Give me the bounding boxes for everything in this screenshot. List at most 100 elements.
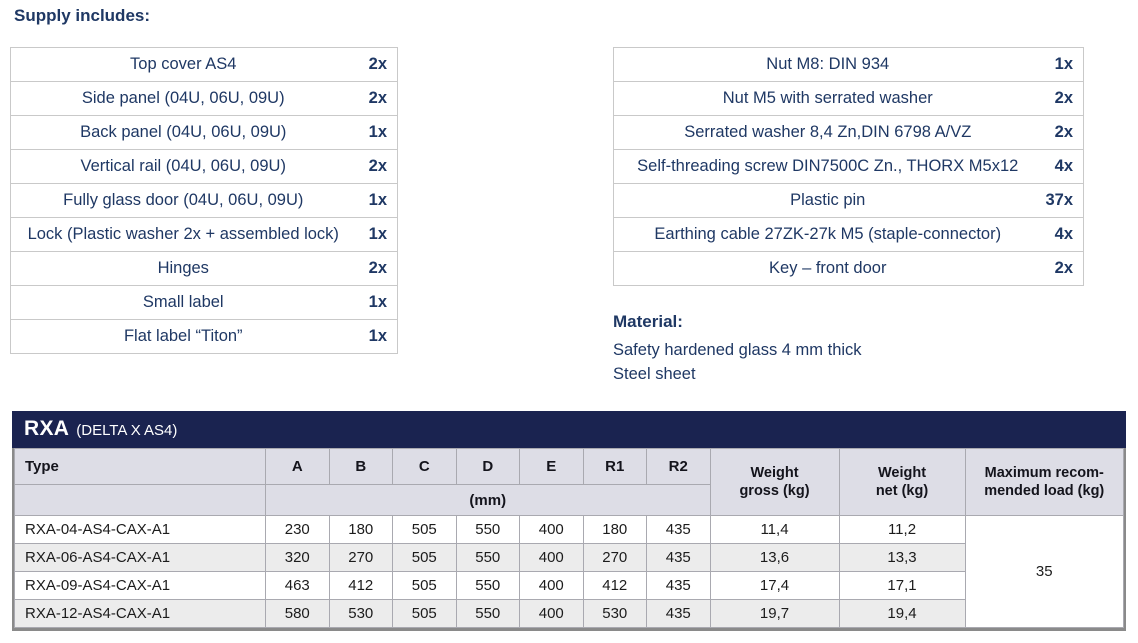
supply-item-row: Back panel (04U, 06U, 09U) 1x — [10, 115, 398, 150]
item-label: Serrated washer 8,4 Zn,DIN 6798 A/VZ — [613, 115, 1040, 150]
cell-b: 180 — [328, 515, 393, 544]
cell-weight-net: 19,4 — [838, 599, 966, 628]
item-qty: 1x — [353, 319, 398, 354]
cell-d: 550 — [455, 571, 520, 600]
cell-type: RXA-06-AS4-CAX-A1 — [14, 543, 266, 572]
cell-d: 550 — [455, 515, 520, 544]
item-qty: 2x — [353, 251, 398, 286]
cell-c: 505 — [392, 543, 457, 572]
item-label: Nut M8: DIN 934 — [766, 55, 890, 73]
cell-e: 400 — [519, 599, 584, 628]
col-header-max-load: Maximum recom- mended load (kg) — [964, 448, 1124, 516]
item-qty: 2x — [1039, 251, 1084, 286]
col-header-e: E — [519, 448, 584, 485]
cell-type: RXA-09-AS4-CAX-A1 — [14, 571, 266, 600]
item-label: Earthing cable 27ZK-27k M5 (staple-conne… — [613, 217, 1040, 252]
cell-r2: 435 — [646, 599, 711, 628]
col-header-r2: R2 — [646, 448, 711, 485]
material-section: Material: Safety hardened glass 4 mm thi… — [613, 312, 862, 386]
supply-table-right: Nut M8: DIN 934 1x Nut M5 with serrated … — [613, 47, 1084, 286]
spec-subtitle: (DELTA X AS4) — [76, 422, 178, 439]
supply-includes-heading: Supply includes: — [14, 6, 151, 25]
item-qty: 1x — [353, 115, 398, 150]
item-label: Key – front door — [613, 251, 1040, 286]
cell-b: 412 — [328, 571, 393, 600]
item-label: Small label — [10, 285, 354, 320]
cell-r2: 435 — [646, 543, 711, 572]
col-header-r1: R1 — [582, 448, 647, 485]
item-label: Flat label “Titon” — [10, 319, 354, 354]
item-qty: 2x — [368, 55, 387, 73]
empty-header-cell — [14, 484, 266, 516]
cell-weight-net: 11,2 — [838, 515, 966, 544]
cell-r1: 530 — [582, 599, 647, 628]
item-label: Plastic pin — [613, 183, 1040, 218]
spec-row: RXA-04-AS4-CAX-A1 230 180 505 550 400 18… — [14, 515, 1124, 628]
cell-weight-gross: 13,6 — [709, 543, 840, 572]
cell-type: RXA-12-AS4-CAX-A1 — [14, 599, 266, 628]
item-qty: 2x — [1039, 81, 1084, 116]
cell-type: RXA-04-AS4-CAX-A1 — [14, 515, 266, 544]
spec-header-row: Type A B C D E R1 R2 Weight gross (kg) W… — [14, 448, 1124, 516]
supply-item-row: Key – front door 2x — [613, 251, 1084, 286]
item-qty: 4x — [1039, 149, 1084, 184]
item-label: Nut M5 with serrated washer — [613, 81, 1040, 116]
spec-row: RXA-12-AS4-CAX-A1 580 530 505 550 400 53… — [14, 599, 1124, 628]
supply-item-row: Top cover AS4 2x — [11, 48, 398, 82]
supply-item-row: Vertical rail (04U, 06U, 09U) 2x — [10, 149, 398, 184]
cell-d: 550 — [455, 543, 520, 572]
supply-item-row: Earthing cable 27ZK-27k M5 (staple-conne… — [613, 217, 1084, 252]
cell-c: 505 — [392, 599, 457, 628]
item-qty: 2x — [353, 149, 398, 184]
cell-r1: 270 — [582, 543, 647, 572]
supply-item-row: Small label 1x — [10, 285, 398, 320]
cell-r2: 435 — [646, 515, 711, 544]
cell-e: 400 — [519, 571, 584, 600]
item-label: Back panel (04U, 06U, 09U) — [10, 115, 354, 150]
item-label: Self-threading screw DIN7500C Zn., THORX… — [613, 149, 1040, 184]
col-header-weight-net: Weight net (kg) — [838, 448, 966, 516]
cell-b: 270 — [328, 543, 393, 572]
supply-item-row: Lock (Plastic washer 2x + assembled lock… — [10, 217, 398, 252]
cell-weight-net: 17,1 — [838, 571, 966, 600]
cell-c: 505 — [392, 571, 457, 600]
supply-item-row: Self-threading screw DIN7500C Zn., THORX… — [613, 149, 1084, 184]
cell-c: 505 — [392, 515, 457, 544]
item-label: Top cover AS4 — [130, 55, 237, 73]
item-qty: 1x — [353, 217, 398, 252]
cell-d: 550 — [455, 599, 520, 628]
cell-weight-gross: 17,4 — [709, 571, 840, 600]
supply-item-row: Serrated washer 8,4 Zn,DIN 6798 A/VZ 2x — [613, 115, 1084, 150]
item-label: Vertical rail (04U, 06U, 09U) — [10, 149, 354, 184]
cell-weight-gross: 19,7 — [709, 599, 840, 628]
material-heading: Material: — [613, 312, 683, 331]
item-label: Lock (Plastic washer 2x + assembled lock… — [10, 217, 354, 252]
item-qty: 1x — [353, 183, 398, 218]
supply-item-row: Nut M8: DIN 934 1x — [614, 48, 1084, 82]
cell-max-load: 35 — [964, 515, 1124, 628]
spec-title-bar: RXA (DELTA X AS4) — [12, 411, 1126, 448]
cell-e: 400 — [519, 543, 584, 572]
cell-a: 580 — [265, 599, 330, 628]
cell-a: 320 — [265, 543, 330, 572]
spec-table: Type A B C D E R1 R2 Weight gross (kg) W… — [14, 448, 1124, 628]
col-header-b: B — [328, 448, 393, 485]
supply-table-left: Top cover AS4 2x Side panel (04U, 06U, 0… — [10, 47, 398, 354]
unit-label: (mm) — [265, 484, 711, 516]
cell-r1: 412 — [582, 571, 647, 600]
supply-item-row: Plastic pin 37x — [613, 183, 1084, 218]
cell-a: 230 — [265, 515, 330, 544]
item-qty: 37x — [1039, 183, 1084, 218]
supply-item-row: Hinges 2x — [10, 251, 398, 286]
spec-row: RXA-06-AS4-CAX-A1 320 270 505 550 400 27… — [14, 543, 1124, 572]
col-header-d: D — [455, 448, 520, 485]
cell-r2: 435 — [646, 571, 711, 600]
col-header-c: C — [392, 448, 457, 485]
material-line: Safety hardened glass 4 mm thick — [613, 341, 862, 359]
cell-r1: 180 — [582, 515, 647, 544]
item-qty: 2x — [353, 81, 398, 116]
supply-item-row: Nut M5 with serrated washer 2x — [613, 81, 1084, 116]
cell-e: 400 — [519, 515, 584, 544]
item-qty: 2x — [1039, 115, 1084, 150]
item-qty: 4x — [1039, 217, 1084, 252]
